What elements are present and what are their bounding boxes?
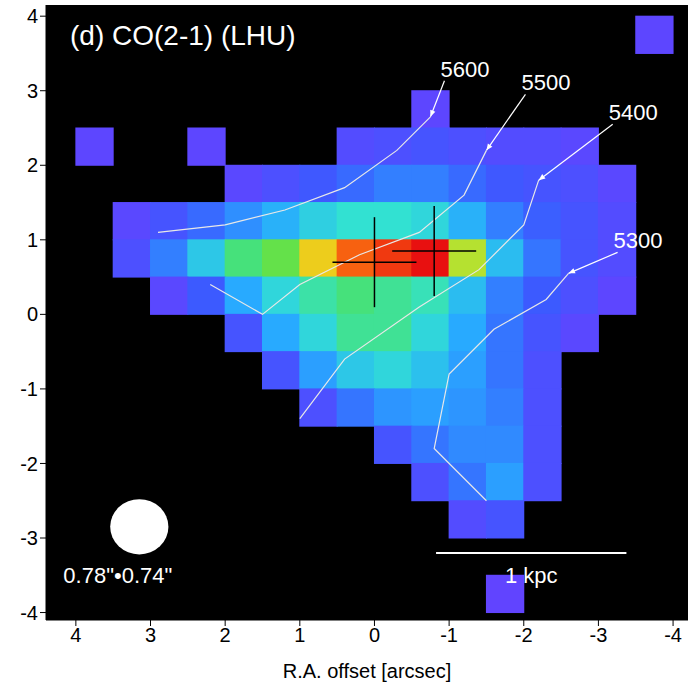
svg-text:-1: -1 xyxy=(440,624,458,646)
svg-text:1: 1 xyxy=(294,624,305,646)
svg-text:-4: -4 xyxy=(664,624,682,646)
svg-text:-2: -2 xyxy=(20,453,38,475)
svg-text:0: 0 xyxy=(369,624,380,646)
svg-text:4: 4 xyxy=(27,5,38,27)
svg-text:-4: -4 xyxy=(20,602,38,624)
svg-text:-3: -3 xyxy=(590,624,608,646)
svg-text:5400: 5400 xyxy=(609,100,658,125)
svg-text:5600: 5600 xyxy=(440,57,489,82)
svg-text:5300: 5300 xyxy=(614,228,663,253)
svg-text:3: 3 xyxy=(145,624,156,646)
svg-text:3: 3 xyxy=(27,80,38,102)
svg-text:R.A. offset [arcsec]: R.A. offset [arcsec] xyxy=(283,660,452,682)
svg-text:0.78"•0.74": 0.78"•0.74" xyxy=(63,563,172,588)
svg-text:4: 4 xyxy=(70,624,81,646)
svg-text:0: 0 xyxy=(27,303,38,325)
svg-text:1 kpc: 1 kpc xyxy=(505,563,558,588)
svg-text:2: 2 xyxy=(27,154,38,176)
svg-text:1: 1 xyxy=(27,229,38,251)
svg-text:2: 2 xyxy=(220,624,231,646)
svg-text:5500: 5500 xyxy=(521,70,570,95)
svg-text:-3: -3 xyxy=(20,527,38,549)
svg-text:-1: -1 xyxy=(20,378,38,400)
svg-text:-2: -2 xyxy=(515,624,533,646)
html-text:(d) CO(2-1) (LHU): (d) CO(2-1) (LHU) xyxy=(70,20,296,51)
